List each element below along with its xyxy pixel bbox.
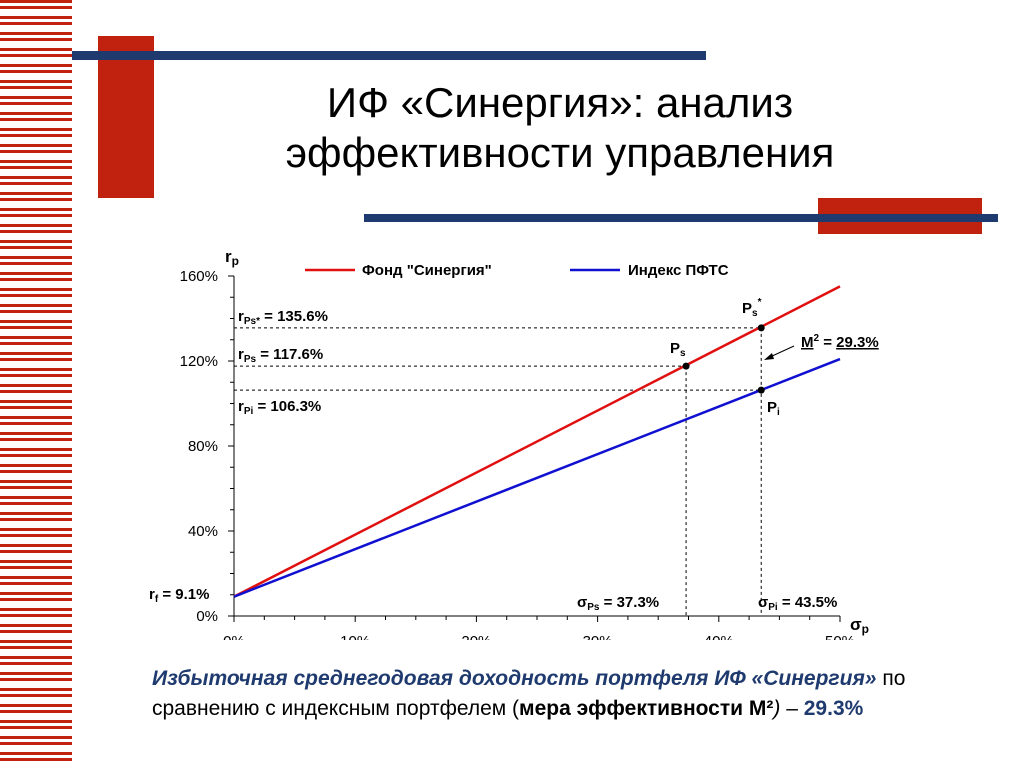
point-label-ps: Ps [670,340,686,359]
point-label-pi: Pi [767,399,780,418]
caption-part-4: ) [773,697,781,720]
series-line-fund [233,285,841,598]
annotation-sigma-pi-value: = 43.5% [778,594,838,611]
title-line-2: эффективности управления [285,129,835,176]
point-label-ps-star: Ps* [742,297,762,319]
annotation-m2-sup: 2 [814,333,820,344]
annotation-r-pi-sub: Pi [244,406,254,417]
y-axis-title: rp [225,247,239,268]
y-tick-label: 0% [196,608,218,625]
annotation-m2-label: M [801,334,814,351]
chart-axes: 0% 40% 80% 120% 160% 0% 10% 20% 30% 40% 50% [180,268,855,640]
annotation-sigma-ps-value: = 37.3% [600,594,660,611]
point-label-pi-name: P [767,399,777,416]
point-label-ps-sub: s [680,348,686,359]
annotation-r-ps-star-value: = 135.6% [260,308,328,325]
annotation-sigma-ps-sym: σ [577,594,587,611]
caption-part-2: по сравнению с индексным портфелем ( [152,667,906,720]
x-axis-title: σp [850,615,869,636]
annotation-m2: M2 = 29.3% [801,333,879,351]
series-line-index [233,357,841,598]
annotation-sigma-pi: σPi = 43.5% [758,594,837,613]
m2-arrow-head [764,353,774,360]
annotation-r-ps-value: = 117.6% [256,346,323,363]
annotation-sigma-ps-sub: Ps [587,602,600,613]
point-label-ps-name: P [670,340,680,357]
annotation-r-ps: rPs = 117.6% [238,346,323,365]
annotation-sigma-ps: σPs = 37.3% [577,594,659,613]
caption-part-1: Избыточная среднегодовая доходность порт… [152,667,877,690]
y-axis-title-main: r [225,247,232,266]
annotation-r-ps-star-sub: Ps* [244,316,260,327]
data-point-2 [757,386,765,394]
x-tick-label: 10% [340,633,370,640]
deco-red-block-top [98,36,154,198]
x-tick-label: 30% [583,633,613,640]
x-tick-label: 40% [704,633,734,640]
y-tick-label: 80% [188,438,218,455]
point-label-pi-sub: i [777,407,780,418]
annotation-r-ps-r: r [238,346,244,363]
annotation-r-ps-star-r: r [238,308,244,325]
decorative-stripes [0,0,72,768]
annotation-m2-value: 29.3% [836,334,879,351]
x-axis-title-main: σ [850,615,862,634]
caption-part-5: – [780,697,804,720]
deco-navy-bar-top [72,51,706,60]
efficiency-chart: 0%40%80%120%160%0%10%20%30%40%50% rp σp … [149,247,879,640]
y-axis-title-sub: p [232,254,239,268]
annotation-r-pi-r: r [238,398,244,415]
y-tick-label: 160% [180,268,218,285]
caption: Избыточная среднегодовая доходность порт… [152,664,982,724]
m2-arrow-line [769,345,795,358]
chart-series [233,285,841,598]
caption-part-3: мера эффективности М² [519,697,774,720]
annotation-sigma-pi-sub: Pi [768,602,778,613]
x-axis-title-sub: p [862,622,869,636]
caption-part-6: 29.3% [803,697,864,720]
annotation-r-ps-sub: Ps [244,354,257,365]
x-tick-label: 20% [461,633,491,640]
x-tick-label: 0% [223,633,245,640]
point-label-ps-star-sub: s [752,308,758,319]
annotation-r-ps-star: rPs* = 135.6% [238,308,328,327]
y-tick-label: 120% [180,353,218,370]
legend: Фонд "Синергия" Индекс ПФТС [305,262,729,279]
annotation-r-pi: rPi = 106.3% [238,398,321,417]
page-title: ИФ «Синергия»: анализ эффективности упра… [180,78,940,178]
deco-navy-bar-mid [364,214,998,222]
annotation-rf-sub: f [155,594,159,605]
annotation-rf-value: = 9.1% [158,586,209,603]
point-label-ps-star-name: P [742,300,752,317]
annotation-sigma-pi-sym: σ [758,594,768,611]
chart-guides [234,327,762,616]
point-label-ps-star-sup: * [758,297,762,308]
annotation-rf-r: r [149,586,155,603]
annotation-rf: rf = 9.1% [149,586,209,605]
x-tick-label: 50% [825,633,855,640]
data-point-0 [682,362,690,370]
chart-points [682,324,765,394]
legend-label-fund: Фонд "Синергия" [362,262,492,279]
annotation-r-pi-value: = 106.3% [253,398,321,415]
title-line-1: ИФ «Синергия»: анализ [326,79,794,126]
annotation-m2-eq: = [819,334,836,351]
data-point-1 [757,324,765,332]
y-tick-label: 40% [188,523,218,540]
legend-label-index: Индекс ПФТС [628,262,729,279]
